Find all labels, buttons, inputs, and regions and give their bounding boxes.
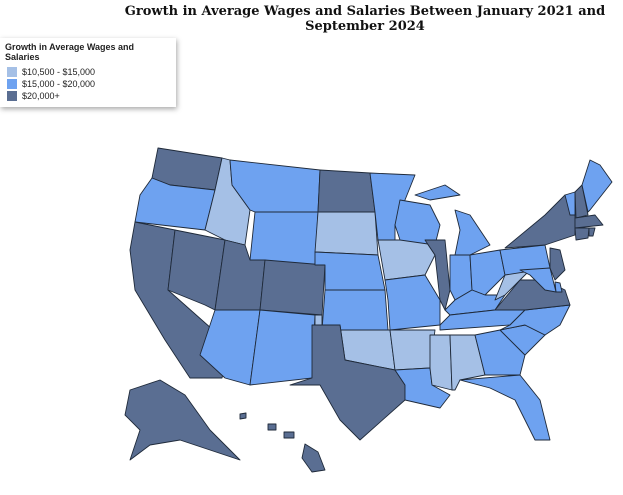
legend-label: $20,000+ [22, 91, 60, 101]
region [414, 184, 461, 201]
region [394, 199, 441, 246]
region [167, 229, 226, 311]
region [574, 184, 589, 219]
map-title: Growth in Average Wages and Salaries Bet… [124, 4, 606, 34]
region [267, 423, 277, 431]
region [377, 239, 436, 281]
legend-swatch [7, 67, 17, 77]
region [249, 309, 316, 386]
region [317, 169, 376, 213]
region [301, 443, 326, 473]
region [283, 431, 295, 439]
region [474, 329, 526, 376]
region [519, 267, 557, 293]
region [249, 211, 319, 266]
region [239, 412, 247, 420]
region [454, 209, 491, 256]
region [259, 259, 326, 316]
region [564, 191, 576, 216]
region [504, 194, 576, 249]
region [314, 211, 379, 256]
legend-title: Growth in Average Wages and Salaries [5, 42, 135, 62]
region [459, 374, 551, 441]
region [581, 159, 613, 213]
region [588, 227, 596, 237]
region [384, 274, 441, 331]
region [199, 309, 261, 386]
legend-swatch [7, 79, 17, 89]
legend-label: $15,000 - $20,000 [22, 79, 96, 89]
region [469, 249, 506, 296]
legend-swatch [7, 91, 17, 101]
region [124, 379, 241, 461]
region [369, 172, 416, 241]
region [314, 251, 386, 291]
region [289, 324, 406, 441]
region [554, 281, 563, 293]
legend-item: $20,000+ [5, 90, 171, 102]
legend: Growth in Average Wages and Salaries $10… [0, 38, 176, 107]
region [574, 227, 590, 241]
region [549, 247, 566, 281]
legend-items: $10,500 - $15,000 $15,000 - $20,000 $20,00… [5, 66, 171, 102]
legend-item: $10,500 - $15,000 [5, 66, 171, 78]
legend-item: $15,000 - $20,000 [5, 78, 171, 90]
region [574, 214, 604, 229]
legend-label: $10,500 - $15,000 [22, 67, 96, 77]
region [429, 334, 453, 391]
region [389, 329, 436, 371]
region [321, 289, 389, 331]
